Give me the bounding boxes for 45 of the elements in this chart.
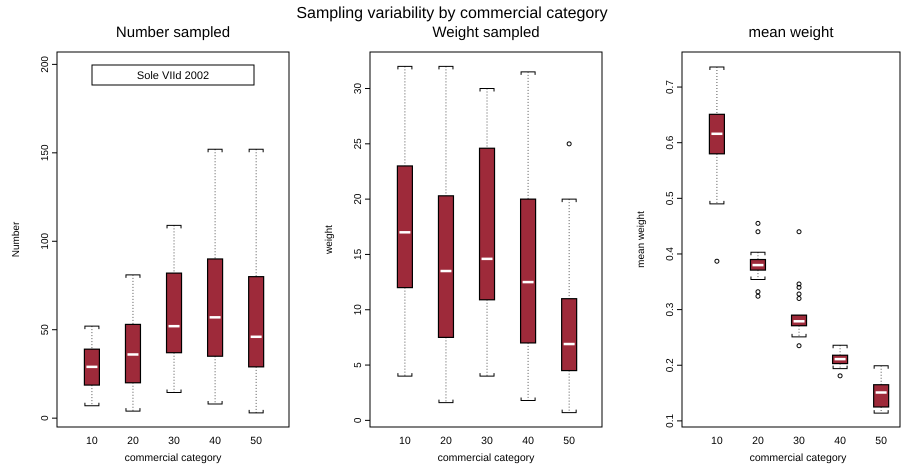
y-axis-title: Number [11, 221, 22, 258]
y-tick-label: 0 [40, 414, 51, 421]
y-tick-label: 25 [353, 138, 364, 150]
x-tick-label: 30 [481, 435, 494, 447]
x-tick-label: 30 [793, 435, 806, 447]
y-tick-label: 0.4 [665, 246, 676, 261]
y-tick-label: 20 [353, 193, 364, 205]
text: Sampling variability by commercial category [296, 5, 608, 22]
x-axis-title: commercial category [750, 452, 848, 464]
annotation: Sole VIId 2002 [136, 70, 210, 82]
y-tick-label: 150 [40, 144, 51, 162]
y-tick-label: 0.2 [665, 358, 676, 372]
chart-title: mean weight [748, 24, 834, 41]
x-tick-label: 50 [250, 435, 262, 447]
x-tick-label: 20 [752, 435, 764, 447]
y-tick-label: 0.6 [665, 135, 676, 150]
x-tick-label: 30 [168, 435, 180, 447]
x-tick-label: 10 [711, 435, 723, 447]
x-tick-label: 20 [127, 435, 139, 447]
chart-title: Number sampled [116, 24, 230, 41]
y-tick-label: 0 [353, 417, 364, 424]
chart-title: Weight sampled [432, 24, 540, 41]
y-tick-label: 5 [353, 362, 364, 368]
x-tick-label: 50 [563, 435, 576, 447]
y-tick-label: 50 [40, 324, 51, 336]
y-tick-label: 200 [40, 56, 51, 73]
y-tick-label: 0.5 [665, 190, 676, 206]
y-axis-title: mean weight [636, 210, 647, 268]
x-tick-label: 20 [440, 435, 452, 447]
x-axis-title: commercial category [124, 452, 222, 464]
x-tick-label: 40 [522, 435, 534, 447]
y-tick-label: 0.1 [665, 413, 676, 428]
x-axis-title: commercial category [438, 452, 536, 464]
y-axis-title: weight [324, 224, 335, 255]
y-tick-label: 30 [353, 82, 364, 94]
x-tick-label: 10 [399, 435, 411, 447]
x-tick-label: 10 [86, 435, 98, 447]
y-tick-label: 15 [353, 248, 364, 260]
x-tick-label: 50 [875, 435, 888, 447]
y-tick-label: 0.3 [665, 302, 676, 317]
x-tick-label: 40 [209, 435, 222, 447]
y-tick-label: 100 [40, 232, 51, 250]
x-tick-label: 40 [834, 435, 846, 447]
y-tick-label: 10 [353, 304, 364, 316]
y-tick-label: 0.7 [665, 80, 676, 94]
